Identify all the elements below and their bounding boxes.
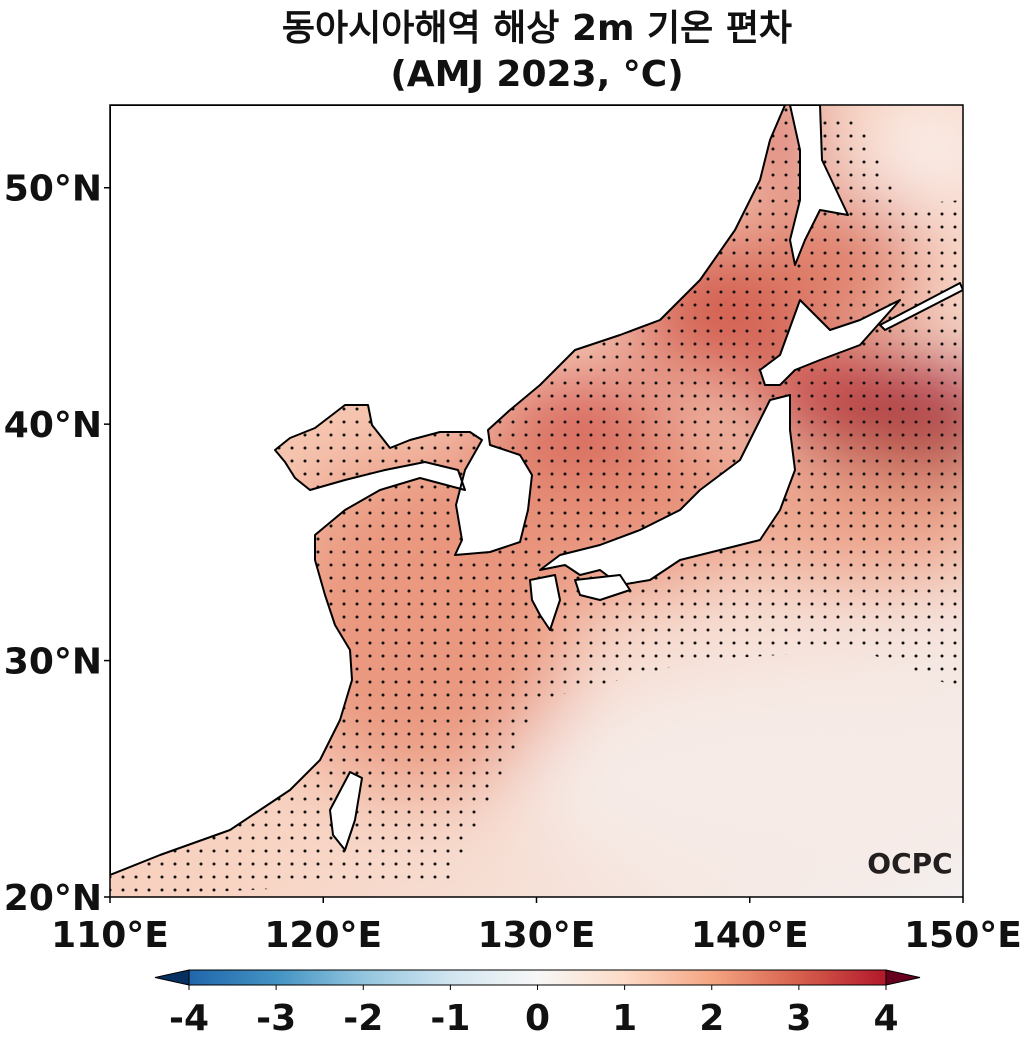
map-area: OCPC <box>110 105 963 897</box>
colorbar-tick-label: 3 <box>786 998 811 1039</box>
colorbar-tick-label: -2 <box>343 998 383 1039</box>
logo: OCPC <box>867 847 952 880</box>
colorbar-tick-label: 1 <box>612 998 637 1039</box>
title: 동아시아해역 해상 2m 기온 편차 <box>282 8 792 49</box>
subtitle: (AMJ 2023, °C) <box>390 54 683 95</box>
x-tick-label: 120°E <box>264 915 382 956</box>
colorbar-tick-label: 0 <box>525 998 550 1039</box>
y-tick-label: 50°N <box>4 169 102 210</box>
colorbar <box>188 969 887 986</box>
y-tick-label: 40°N <box>4 405 102 446</box>
x-tick-label: 130°E <box>478 915 596 956</box>
colorbar-tick-label: -3 <box>256 998 296 1039</box>
x-tick-label: 140°E <box>691 915 809 956</box>
colorbar-tick-label: -1 <box>430 998 470 1039</box>
y-tick-label: 30°N <box>4 642 102 683</box>
x-tick-label: 150°E <box>904 915 1022 956</box>
colorbar-tick-label: 2 <box>699 998 724 1039</box>
colorbar-tick-label: -4 <box>169 998 209 1039</box>
colorbar-extend-high <box>885 969 921 986</box>
colorbar-extend-low <box>154 969 190 986</box>
y-tick-label: 20°N <box>4 878 102 919</box>
colorbar-tick-label: 4 <box>873 998 898 1039</box>
x-tick-label: 110°E <box>51 915 169 956</box>
